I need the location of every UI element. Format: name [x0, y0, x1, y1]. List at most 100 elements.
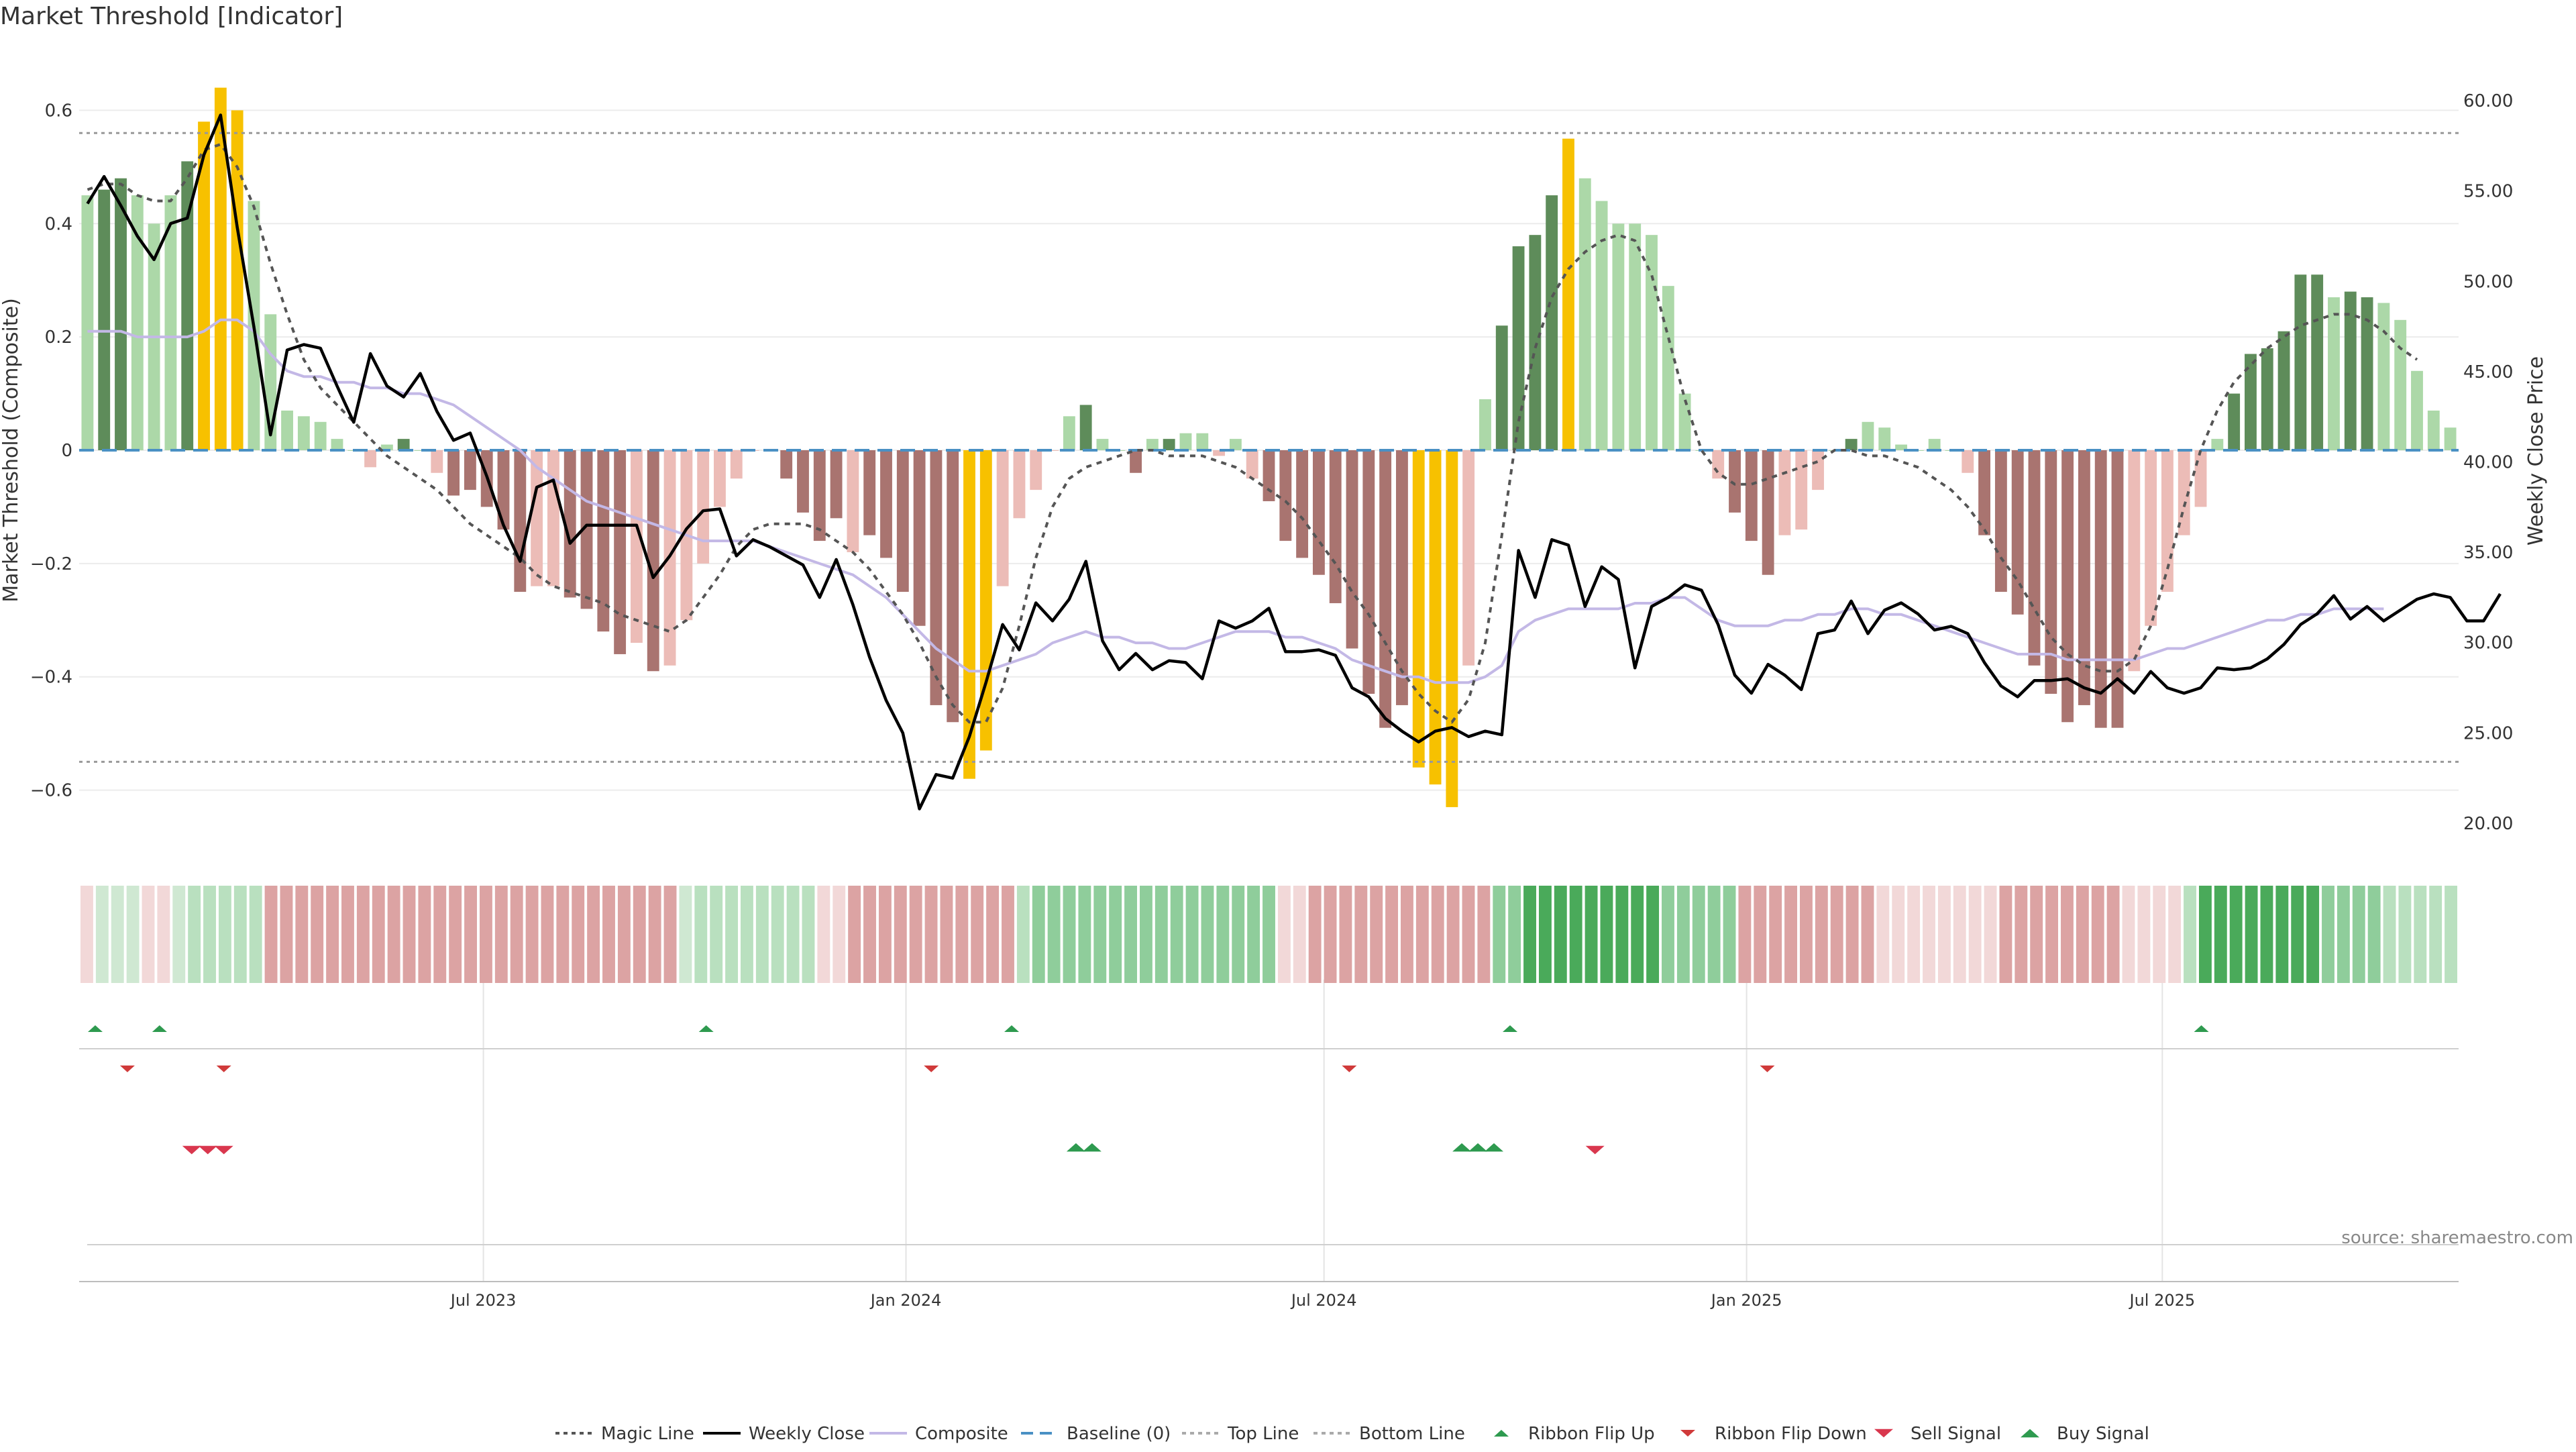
ribbon-segment	[280, 886, 293, 983]
histogram-bar	[1312, 450, 1325, 575]
histogram-bar	[514, 450, 527, 592]
histogram-bar	[131, 195, 144, 450]
ribbon-segment	[1968, 886, 1982, 983]
ribbon-segment	[1016, 886, 1030, 983]
legend-label: Bottom Line	[1359, 1424, 1465, 1444]
histogram-bar	[1446, 450, 1458, 807]
ribbon-segment	[2245, 886, 2258, 983]
ribbon-segment	[1692, 886, 1705, 983]
ribbon-segment	[1999, 886, 2012, 983]
histogram-bar	[2261, 348, 2273, 450]
histogram-bar	[380, 444, 393, 450]
ribbon-segment	[694, 886, 708, 983]
ribbon-segment	[1845, 886, 1859, 983]
histogram-bar	[1745, 450, 1758, 541]
ribbon-segment	[1953, 886, 1966, 983]
ribbon-segment	[909, 886, 922, 983]
ribbon-segment	[1600, 886, 1613, 983]
ribbon-segment	[1078, 886, 1091, 983]
buy-signal-marker	[1452, 1143, 1472, 1152]
histogram-bar	[2277, 331, 2290, 450]
histogram-bar	[631, 450, 643, 643]
ribbon-segment	[157, 886, 170, 983]
buy-signal-marker	[1066, 1143, 1085, 1152]
histogram-bar	[2045, 450, 2057, 694]
y2-tick-label: 30.00	[2463, 633, 2513, 654]
ribbon-segment	[1002, 886, 1014, 983]
ribbon-segment	[2291, 886, 2304, 983]
source-label: source: sharemaestro.com	[2341, 1228, 2573, 1248]
histogram-bar	[2194, 450, 2207, 507]
ribbon-segment	[1754, 886, 1767, 983]
ribbon-segment	[1385, 886, 1399, 983]
histogram-bar	[896, 450, 909, 592]
y2-tick-label: 55.00	[2463, 182, 2513, 202]
histogram-bar	[2444, 427, 2457, 450]
ribbon-segment	[1324, 886, 1337, 983]
histogram-bar	[1895, 444, 1907, 450]
histogram-bar	[996, 450, 1009, 586]
legend-label: Composite	[915, 1424, 1008, 1444]
ribbon-segment	[1139, 886, 1152, 983]
ribbon-segment	[1339, 886, 1352, 983]
ribbon-segment	[1109, 886, 1122, 983]
histogram-bar	[497, 450, 510, 530]
ribbon-segment	[1155, 886, 1168, 983]
ribbon-segment	[1093, 886, 1107, 983]
buy-signal-marker	[1468, 1143, 1488, 1152]
ribbon-segment	[1554, 886, 1567, 983]
histogram-bar	[2411, 370, 2423, 450]
ribbon-segment	[2367, 886, 2381, 983]
histogram-bar	[198, 121, 210, 451]
histogram-bar	[947, 450, 959, 723]
ribbon-segment	[1401, 886, 1413, 983]
y2-tick-label: 60.00	[2463, 91, 2513, 111]
histogram-bar	[1678, 393, 1691, 450]
ribbon-segment	[2061, 886, 2074, 983]
ribbon-segment	[1063, 886, 1076, 983]
ribbon-flip-down-marker	[1342, 1066, 1357, 1072]
ribbon-segment	[955, 886, 969, 983]
ribbon-segment	[1477, 886, 1491, 983]
y-tick-label: 0	[61, 441, 72, 461]
ribbon-segment	[142, 886, 155, 983]
histogram-bar	[830, 450, 843, 519]
histogram-bar	[1529, 235, 1542, 450]
ribbon-segment	[2198, 886, 2212, 983]
ribbon-segment	[2030, 886, 2043, 983]
ribbon-segment	[1446, 886, 1460, 983]
y2-tick-label: 45.00	[2463, 362, 2513, 382]
histogram-bar	[1412, 450, 1425, 768]
legend-label: Magic Line	[601, 1424, 694, 1444]
histogram-bar	[963, 450, 975, 779]
histogram-bar	[1862, 421, 1874, 450]
histogram-bar	[1263, 450, 1275, 501]
ribbon-segment	[1247, 886, 1260, 983]
y-tick-label: −0.6	[30, 781, 72, 801]
ribbon-segment	[1170, 886, 1183, 983]
ribbon-segment	[986, 886, 1000, 983]
histogram-bar	[697, 450, 710, 564]
ribbon-segment	[1923, 886, 1935, 983]
y-tick-label: 0.2	[45, 327, 72, 348]
histogram-bar	[797, 450, 809, 513]
histogram-bar	[1046, 450, 1059, 451]
legend-label: Ribbon Flip Down	[1715, 1424, 1867, 1444]
histogram-bar	[1578, 178, 1591, 450]
sell-signal-marker	[198, 1145, 217, 1155]
histogram-bar	[2078, 450, 2090, 705]
ribbon-segment	[648, 886, 661, 983]
ribbon-segment	[1277, 886, 1291, 983]
ribbon-flip-down-marker	[1760, 1066, 1775, 1072]
ribbon-segment	[2398, 886, 2412, 983]
histogram-bar	[1729, 450, 1741, 513]
ribbon-segment	[95, 886, 109, 983]
ribbon-segment	[663, 886, 677, 983]
histogram-bar	[531, 450, 543, 586]
ribbon-segment	[1861, 886, 1874, 983]
ribbon-segment	[1047, 886, 1061, 983]
legend-swatch	[2021, 1429, 2039, 1438]
histogram-bar	[414, 450, 427, 451]
ribbon-segment	[218, 886, 231, 983]
ribbon-segment	[1815, 886, 1828, 983]
